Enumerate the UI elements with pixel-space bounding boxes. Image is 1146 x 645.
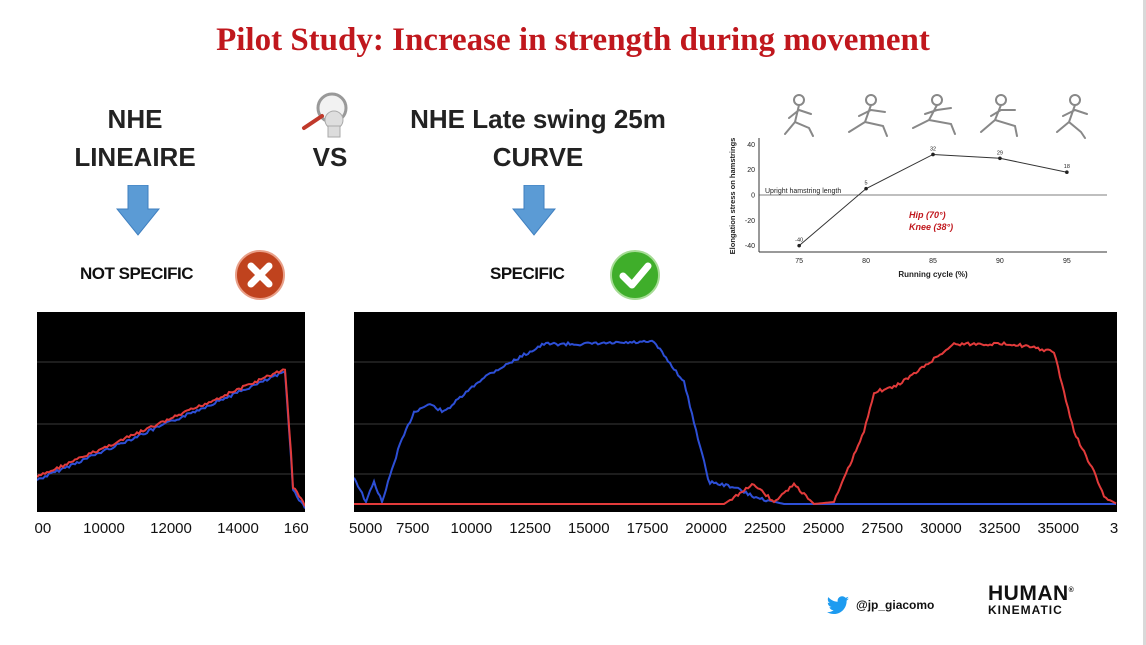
- figure-annotation-knee: Knee (38°): [909, 222, 953, 232]
- figure-x-tick: 95: [1063, 258, 1071, 265]
- x-tick-label: 5000: [348, 520, 383, 537]
- left-chart-red-series: [37, 368, 305, 507]
- figure-x-tick: 80: [862, 258, 870, 265]
- x-tick-label: 30000: [920, 520, 962, 537]
- figure-x-label: Running cycle (%): [898, 270, 968, 279]
- x-tick-label: 35000: [1037, 520, 1080, 537]
- right-down-arrow-icon: [512, 185, 556, 236]
- x-tick-label: 12500: [509, 520, 551, 537]
- x-tick-label: 25000: [802, 520, 845, 537]
- human-kinematic-logo: HUMAN® KINEMATIC: [988, 582, 1098, 617]
- x-tick-label: 20000: [685, 520, 727, 537]
- left-chart-x-ticks: 00 10000 12000 14000 160: [34, 520, 308, 544]
- figure-y-tick: -40: [745, 243, 755, 250]
- figure-reference-label: Upright hamstring length: [765, 188, 841, 195]
- twitter-bird-icon[interactable]: [826, 596, 850, 616]
- figure-point-label: 5: [865, 181, 868, 187]
- figure-data-point: [797, 243, 801, 248]
- x-tick-label: 17500: [626, 520, 669, 537]
- figure-point-label: 18: [1064, 164, 1070, 170]
- twitter-handle[interactable]: @jp_giacomo: [856, 598, 935, 612]
- x-tick-label: 15000: [567, 520, 610, 537]
- figure-x-tick: 90: [996, 258, 1004, 265]
- right-label: NHE Late swing 25m CURVE: [378, 100, 698, 176]
- right-chart-red-series: [354, 341, 1117, 506]
- figure-point-label: 29: [997, 150, 1003, 156]
- slide-title: Pilot Study: Increase in strength during…: [216, 22, 930, 58]
- figure-y-tick: 20: [747, 167, 755, 174]
- figure-x-tick: 75: [795, 258, 803, 265]
- right-chart-blue-series: [354, 339, 1116, 506]
- slide-right-border: [1143, 0, 1146, 645]
- logo-human-text: HUMAN®: [988, 582, 1075, 605]
- left-down-arrow-icon: [116, 185, 160, 236]
- right-chart-gridlines: [354, 361, 1117, 475]
- figure-y-tick: 40: [747, 142, 755, 149]
- figure-y-tick: 0: [751, 193, 755, 200]
- left-label-line2: LINEAIRE: [74, 142, 196, 172]
- figure-point-label: -40: [795, 238, 803, 244]
- runner-silhouette-3: [912, 94, 956, 135]
- cross-circle-icon: [235, 250, 285, 300]
- left-chart-blue-series: [37, 370, 305, 509]
- x-tick-label: 10000: [450, 520, 493, 537]
- right-chart-x-ticks: 5000 7500 10000 12500 15000 17500 20000 22500 25…: [349, 520, 1119, 544]
- x-tick-label: 00: [34, 520, 52, 537]
- figure-x-tick: 85: [929, 258, 937, 265]
- right-verdict: SPECIFIC: [490, 264, 565, 283]
- runner-illustrations: [784, 94, 1088, 139]
- left-label: NHE LINEAIRE: [55, 100, 215, 176]
- x-tick-label: 12000: [150, 520, 192, 537]
- right-label-line1: NHE Late swing 25m: [410, 104, 666, 134]
- figure-data-point: [1065, 170, 1069, 174]
- x-tick-label: 10000: [83, 520, 125, 537]
- figure-annotation-hip: Hip (70°): [909, 210, 946, 220]
- runner-silhouette-2: [848, 94, 888, 137]
- left-label-line1: NHE: [107, 104, 163, 134]
- x-tick-label: 22500: [743, 520, 786, 537]
- figure-y-tick: -20: [745, 218, 755, 225]
- runner-silhouette-1: [784, 94, 814, 137]
- x-tick-label: 3: [1109, 520, 1119, 537]
- figure-data-point: [864, 186, 868, 191]
- left-chart-gridlines: [37, 361, 305, 475]
- x-tick-label: 7500: [396, 520, 430, 537]
- x-tick-label: 14000: [217, 520, 259, 537]
- check-circle-icon: [610, 250, 660, 300]
- x-tick-label: 27500: [861, 520, 904, 537]
- hamstring-stress-figure: Upright hamstring length Elongation stre…: [729, 92, 1109, 280]
- runner-silhouette-5: [1056, 94, 1088, 139]
- figure-point-label: 32: [930, 146, 936, 152]
- x-tick-label: 160: [283, 520, 309, 537]
- right-strength-chart: [354, 312, 1117, 512]
- right-label-line2: CURVE: [492, 142, 584, 172]
- magnifier-figure-icon: [302, 92, 348, 138]
- runner-silhouette-4: [980, 94, 1018, 137]
- left-strength-chart: [37, 312, 305, 512]
- figure-data-point: [998, 156, 1002, 161]
- left-verdict: NOT SPECIFIC: [80, 264, 194, 283]
- figure-data-point: [931, 152, 935, 157]
- figure-y-label: Elongation stress on hamstrings: [729, 138, 737, 255]
- logo-kinematic-text: KINEMATIC: [988, 603, 1063, 617]
- vs-label: VS: [312, 142, 348, 172]
- x-tick-label: 32500: [978, 520, 1021, 537]
